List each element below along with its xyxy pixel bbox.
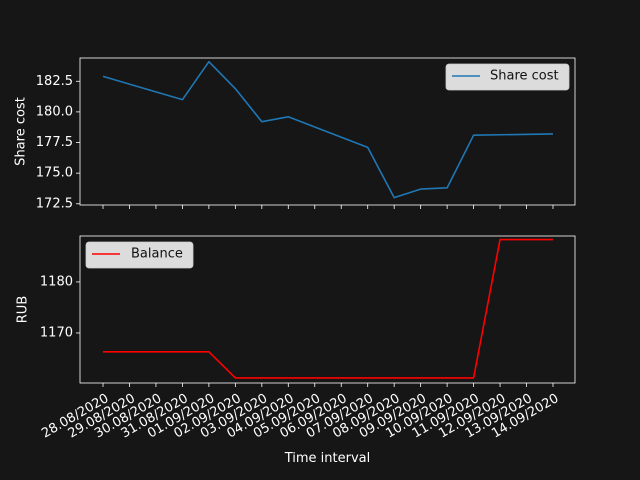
x-axis-label: Time interval [284, 451, 371, 466]
share-cost-series-line [102, 60, 554, 199]
share-cost-legend-box [445, 63, 570, 91]
share-cost-series-group [102, 60, 554, 199]
balance-legend-box [85, 241, 194, 269]
balance-subplot: 1170 1180 28.08/202029.08/202030.08/20203… [16, 235, 576, 466]
share-cost-legend: Share cost [445, 63, 570, 91]
balance-y-axis-label: RUB [16, 296, 31, 323]
balance-legend: Balance [85, 241, 194, 269]
balance-y-ticks: 1170 1180 [40, 274, 80, 340]
balance-plot-frame [79, 235, 576, 384]
share-cost-y-ticks: 172.5 175.0 177.5 180.0 182.5 [36, 74, 80, 211]
share-cost-y-tick-label: 177.5 [36, 135, 73, 150]
share-cost-y-tick-label: 180.0 [36, 104, 73, 119]
share-cost-y-tick-label: 172.5 [36, 196, 73, 211]
share-cost-x-ticks [102, 205, 554, 209]
balance-x-ticks: 28.08/202029.08/202030.08/202031.08/2020… [39, 383, 561, 441]
share-cost-legend-label: Share cost [490, 69, 559, 84]
share-cost-y-axis-label: Share cost [14, 97, 29, 166]
share-cost-subplot: 172.5 175.0 177.5 180.0 182.5 Share cost Sha… [14, 57, 576, 211]
share-cost-y-tick-label: 182.5 [36, 74, 73, 89]
balance-y-tick-label: 1180 [40, 274, 73, 289]
share-cost-plot-frame [79, 57, 576, 206]
share-cost-y-tick-label: 175.0 [36, 166, 73, 181]
balance-series-group [103, 238, 553, 379]
balance-legend-label: Balance [131, 247, 183, 262]
balance-series-line [103, 238, 553, 379]
balance-y-tick-label: 1170 [40, 325, 73, 340]
